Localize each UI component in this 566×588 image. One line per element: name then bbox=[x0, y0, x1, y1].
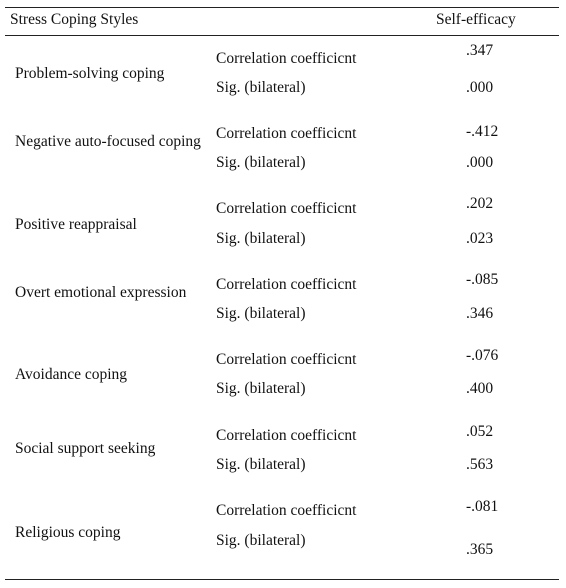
row-4-coef-label: Correlation coefficicnt bbox=[216, 276, 357, 293]
row-1-coef-value: .347 bbox=[466, 42, 494, 59]
header-divider-rule bbox=[5, 35, 559, 36]
row-3-coef-label: Correlation coefficicnt bbox=[216, 200, 357, 217]
row-2-sig-value: .000 bbox=[466, 154, 494, 171]
row-6-sig-label: Sig. (bilateral) bbox=[216, 456, 306, 473]
row-5-sig-value: .400 bbox=[466, 380, 494, 397]
row-4-sig-label: Sig. (bilateral) bbox=[216, 305, 306, 322]
row-4-sig-value: .346 bbox=[466, 305, 494, 322]
row-6-coef-label: Correlation coefficicnt bbox=[216, 427, 357, 444]
header-self-efficacy: Self-efficacy bbox=[436, 11, 516, 28]
row-7-coef-label: Correlation coefficicnt bbox=[216, 502, 357, 519]
row-2-sig-label: Sig. (bilateral) bbox=[216, 154, 306, 171]
row-label-problem-solving-coping: Problem-solving coping bbox=[15, 65, 165, 82]
row-5-sig-label: Sig. (bilateral) bbox=[216, 380, 306, 397]
row-label-negative-auto-focused-coping: Negative auto-focused coping bbox=[15, 133, 201, 150]
row-1-sig-label: Sig. (bilateral) bbox=[216, 79, 306, 96]
row-3-sig-label: Sig. (bilateral) bbox=[216, 230, 306, 247]
table-top-rule bbox=[5, 7, 559, 8]
row-7-coef-value: -.081 bbox=[466, 498, 499, 515]
row-6-coef-value: .052 bbox=[466, 423, 494, 440]
header-stress-coping-styles: Stress Coping Styles bbox=[10, 11, 139, 28]
row-label-religious-coping: Religious coping bbox=[15, 524, 121, 541]
row-6-sig-value: .563 bbox=[466, 456, 494, 473]
row-7-sig-value: .365 bbox=[466, 541, 494, 558]
row-1-sig-value: .000 bbox=[466, 79, 494, 96]
row-4-coef-value: -.085 bbox=[466, 271, 499, 288]
row-label-avoidance-coping: Avoidance coping bbox=[15, 366, 128, 383]
row-2-coef-value: -.412 bbox=[466, 123, 499, 140]
row-label-overt-emotional-expression: Overt emotional expression bbox=[15, 284, 187, 301]
row-label-social-support-seeking: Social support seeking bbox=[15, 440, 156, 457]
row-2-coef-label: Correlation coefficicnt bbox=[216, 125, 357, 142]
row-3-coef-value: .202 bbox=[466, 195, 494, 212]
row-5-coef-label: Correlation coefficicnt bbox=[216, 351, 357, 368]
row-7-sig-label: Sig. (bilateral) bbox=[216, 532, 306, 549]
correlation-table: Stress Coping Styles Self-efficacy Probl… bbox=[5, 7, 559, 581]
row-3-sig-value: .023 bbox=[466, 230, 494, 247]
row-label-positive-reappraisal: Positive reappraisal bbox=[15, 216, 137, 233]
row-1-coef-label: Correlation coefficicnt bbox=[216, 50, 357, 67]
row-5-coef-value: -.076 bbox=[466, 347, 499, 364]
table-bottom-rule bbox=[5, 579, 559, 580]
